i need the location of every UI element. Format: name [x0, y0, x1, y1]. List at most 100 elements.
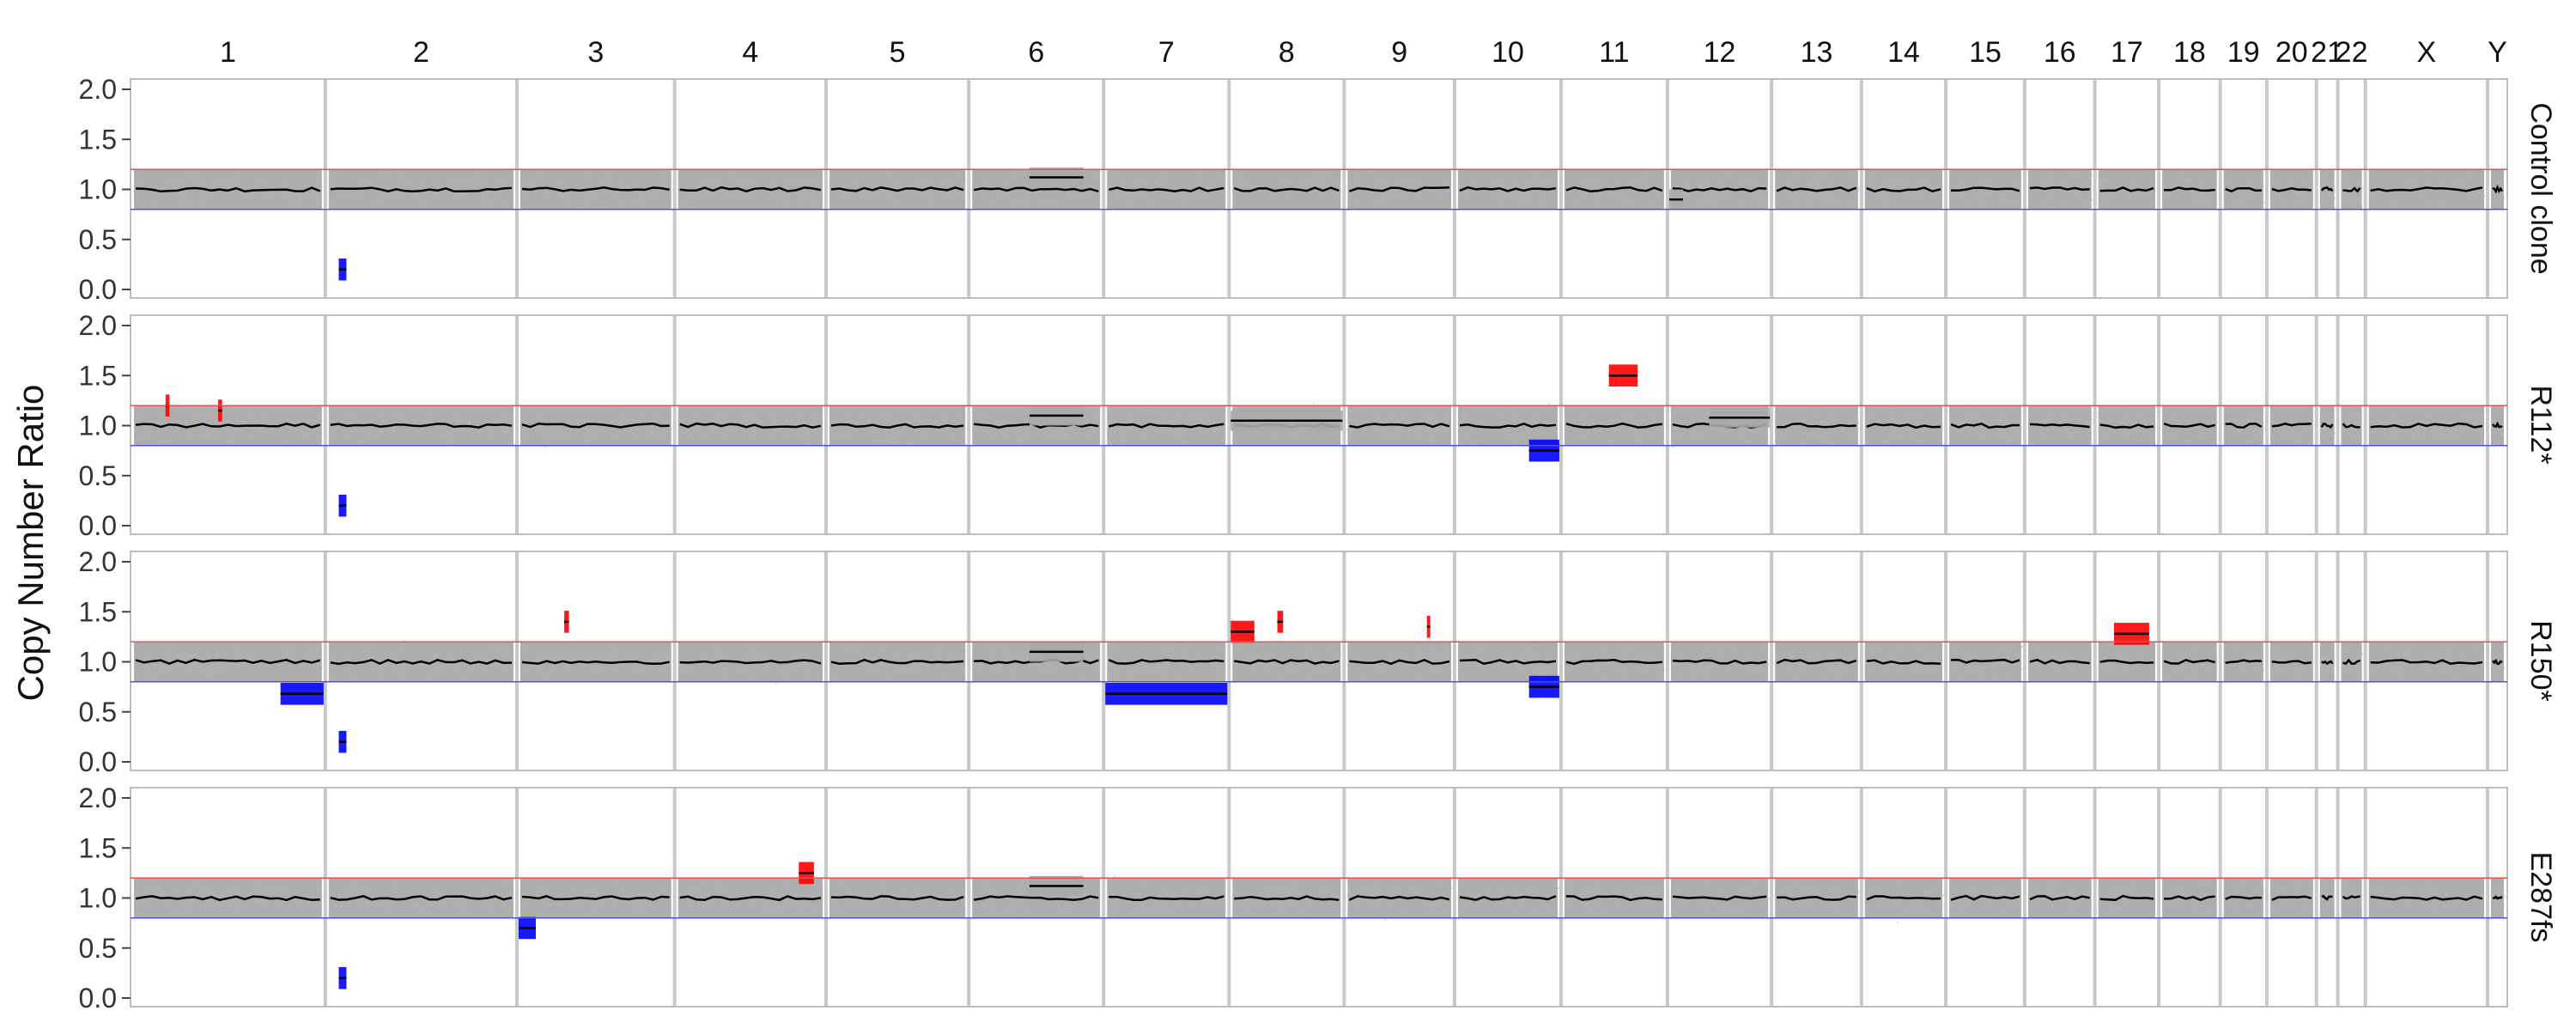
segment-line — [1348, 186, 1450, 192]
segment-line — [2271, 895, 2312, 901]
y-tick-label: 2.0 — [79, 74, 117, 105]
chromosome-label: X — [2417, 36, 2437, 69]
segment-line — [830, 895, 964, 901]
segment-line — [521, 186, 670, 192]
chromosome-label: 10 — [1492, 36, 1524, 69]
segment-line — [2370, 186, 2483, 192]
y-tick-label: 1.5 — [79, 832, 117, 863]
chromosome-label: 4 — [742, 36, 758, 69]
chromosome-label: 11 — [1599, 36, 1629, 69]
series-label: E287fs — [2524, 852, 2557, 943]
panel-1 — [134, 364, 2505, 517]
segment-line — [1459, 659, 1557, 666]
segment-line — [1565, 895, 1662, 902]
segment-line — [1459, 186, 1557, 192]
neutral-points — [2274, 649, 2313, 680]
segment-line — [2271, 660, 2312, 665]
neutral-points — [1349, 170, 1449, 202]
series-label: Control clone — [2524, 102, 2557, 274]
y-tick-label: 2.0 — [79, 782, 117, 813]
segment-line — [1672, 186, 1767, 193]
segment-line — [2342, 658, 2361, 666]
segment-line — [830, 658, 964, 666]
segment-line — [1565, 659, 1663, 666]
segment-line — [2099, 423, 2154, 429]
segment-line — [135, 186, 321, 193]
neutral-points — [1565, 411, 1664, 442]
segment-line — [521, 422, 670, 429]
segment-line — [2163, 659, 2216, 665]
y-tick-label: 1.0 — [79, 411, 117, 441]
segment-line — [1109, 186, 1224, 192]
chromosome-label: 18 — [2173, 36, 2206, 69]
chromosome-label: 17 — [2111, 36, 2143, 69]
segment-line — [2342, 186, 2361, 193]
panel-3 — [134, 861, 2506, 989]
neutral-band — [2319, 642, 2335, 682]
segment-line — [2342, 895, 2361, 900]
segment-line — [679, 422, 822, 429]
segment-line — [1348, 895, 1450, 901]
neutral-points — [1349, 409, 1452, 441]
chromosome-label: 3 — [587, 36, 604, 69]
segment-line — [1950, 422, 2020, 429]
segment-line — [521, 660, 670, 666]
neutral-points — [2099, 178, 2155, 201]
y-tick-label: 0.0 — [79, 983, 117, 1014]
segment-line — [974, 895, 1099, 901]
series-label: R112* — [2524, 386, 2557, 465]
segment-line — [1866, 186, 1941, 193]
neutral-points — [682, 410, 823, 444]
segment-line — [2321, 894, 2333, 901]
y-tick-label: 0.5 — [79, 224, 117, 255]
chromosome-label: 15 — [1969, 36, 2002, 69]
y-tick-label: 0.5 — [79, 697, 117, 728]
segment-line — [1233, 186, 1340, 192]
panel-0 — [134, 167, 2505, 281]
neutral-points — [2271, 883, 2313, 912]
segment-line — [2225, 423, 2263, 429]
chromosome-label: 12 — [1704, 36, 1736, 69]
y-tick-label: 0.5 — [79, 933, 117, 964]
neutral-points — [1866, 648, 1937, 673]
segment-line — [1234, 895, 1340, 901]
segment-line — [2320, 423, 2334, 429]
y-tick-label: 0.0 — [79, 746, 117, 777]
segment-line — [2492, 895, 2503, 900]
segment-line — [830, 186, 964, 192]
segment-line — [1349, 423, 1450, 429]
neutral-band — [2368, 169, 2484, 210]
segment-line — [679, 895, 822, 902]
chromosome-label: 5 — [890, 36, 906, 69]
segment-line — [2370, 895, 2483, 901]
neutral-points — [2271, 414, 2312, 443]
chromosome-label: 6 — [1028, 36, 1044, 69]
segment-line — [1950, 894, 2020, 901]
segment-line — [1951, 186, 2020, 192]
y-tick-label: 0.0 — [79, 274, 117, 305]
neutral-band — [520, 405, 671, 446]
neutral-points — [677, 880, 823, 920]
segment-line — [1776, 658, 1857, 665]
neutral-points — [1458, 403, 1558, 444]
y-tick-label: 1.5 — [79, 124, 117, 155]
neutral-points — [2342, 882, 2362, 907]
neutral-points — [2225, 411, 2262, 443]
segment-line — [973, 186, 1099, 193]
y-tick-label: 1.0 — [79, 174, 117, 205]
segment-line — [2164, 895, 2215, 902]
neutral-points — [2165, 882, 2217, 909]
chromosome-label: 20 — [2275, 36, 2308, 69]
neutral-points — [1569, 177, 1661, 204]
neutral-band — [2223, 405, 2263, 446]
segment-line — [1776, 186, 1857, 192]
chromosome-label: 8 — [1279, 36, 1295, 69]
segment-line — [2163, 423, 2215, 429]
segment-line — [2029, 423, 2090, 429]
segment-line — [521, 895, 670, 901]
y-tick-label: 0.5 — [79, 460, 117, 491]
segment-line — [1951, 658, 2020, 664]
neutral-band — [2319, 169, 2335, 210]
